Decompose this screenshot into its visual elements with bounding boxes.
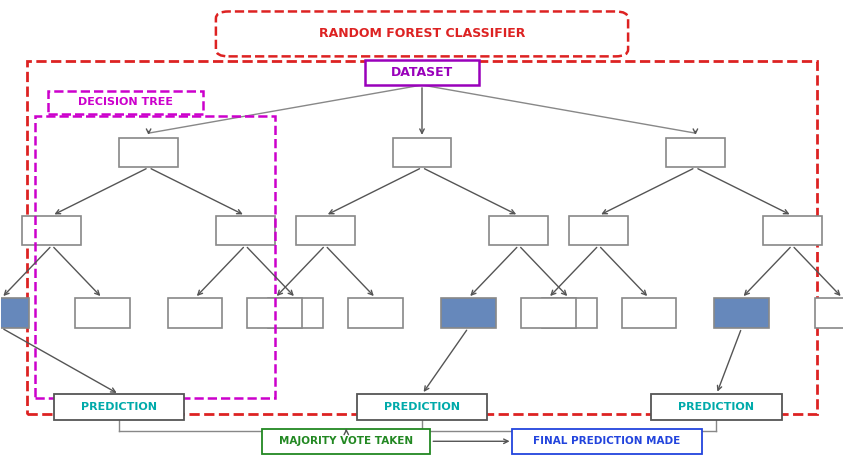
Text: PREDICTION: PREDICTION	[81, 402, 157, 412]
FancyBboxPatch shape	[119, 138, 178, 167]
FancyBboxPatch shape	[262, 429, 430, 454]
FancyBboxPatch shape	[365, 60, 479, 85]
Text: RANDOM FOREST CLASSIFIER: RANDOM FOREST CLASSIFIER	[319, 27, 525, 41]
FancyBboxPatch shape	[247, 298, 302, 328]
FancyBboxPatch shape	[666, 138, 725, 167]
FancyBboxPatch shape	[392, 138, 452, 167]
FancyBboxPatch shape	[521, 298, 576, 328]
FancyBboxPatch shape	[622, 298, 677, 328]
Text: MAJORITY VOTE TAKEN: MAJORITY VOTE TAKEN	[279, 436, 414, 446]
FancyBboxPatch shape	[295, 216, 354, 245]
FancyBboxPatch shape	[512, 429, 701, 454]
Text: DECISION TREE: DECISION TREE	[78, 97, 173, 107]
FancyBboxPatch shape	[763, 216, 821, 245]
Text: PREDICTION: PREDICTION	[679, 402, 755, 412]
FancyBboxPatch shape	[815, 298, 844, 328]
FancyBboxPatch shape	[357, 394, 487, 420]
Text: DATASET: DATASET	[391, 66, 453, 79]
FancyBboxPatch shape	[441, 298, 495, 328]
FancyBboxPatch shape	[23, 216, 81, 245]
FancyBboxPatch shape	[47, 91, 203, 114]
FancyBboxPatch shape	[268, 298, 323, 328]
Text: PREDICTION: PREDICTION	[384, 402, 460, 412]
FancyBboxPatch shape	[75, 298, 130, 328]
FancyBboxPatch shape	[216, 12, 628, 56]
FancyBboxPatch shape	[652, 394, 782, 420]
FancyBboxPatch shape	[216, 216, 275, 245]
FancyBboxPatch shape	[54, 394, 184, 420]
FancyBboxPatch shape	[490, 216, 549, 245]
FancyBboxPatch shape	[714, 298, 769, 328]
FancyBboxPatch shape	[0, 298, 29, 328]
FancyBboxPatch shape	[167, 298, 222, 328]
FancyBboxPatch shape	[569, 216, 628, 245]
FancyBboxPatch shape	[349, 298, 403, 328]
Text: FINAL PREDICTION MADE: FINAL PREDICTION MADE	[533, 436, 681, 446]
FancyBboxPatch shape	[542, 298, 597, 328]
